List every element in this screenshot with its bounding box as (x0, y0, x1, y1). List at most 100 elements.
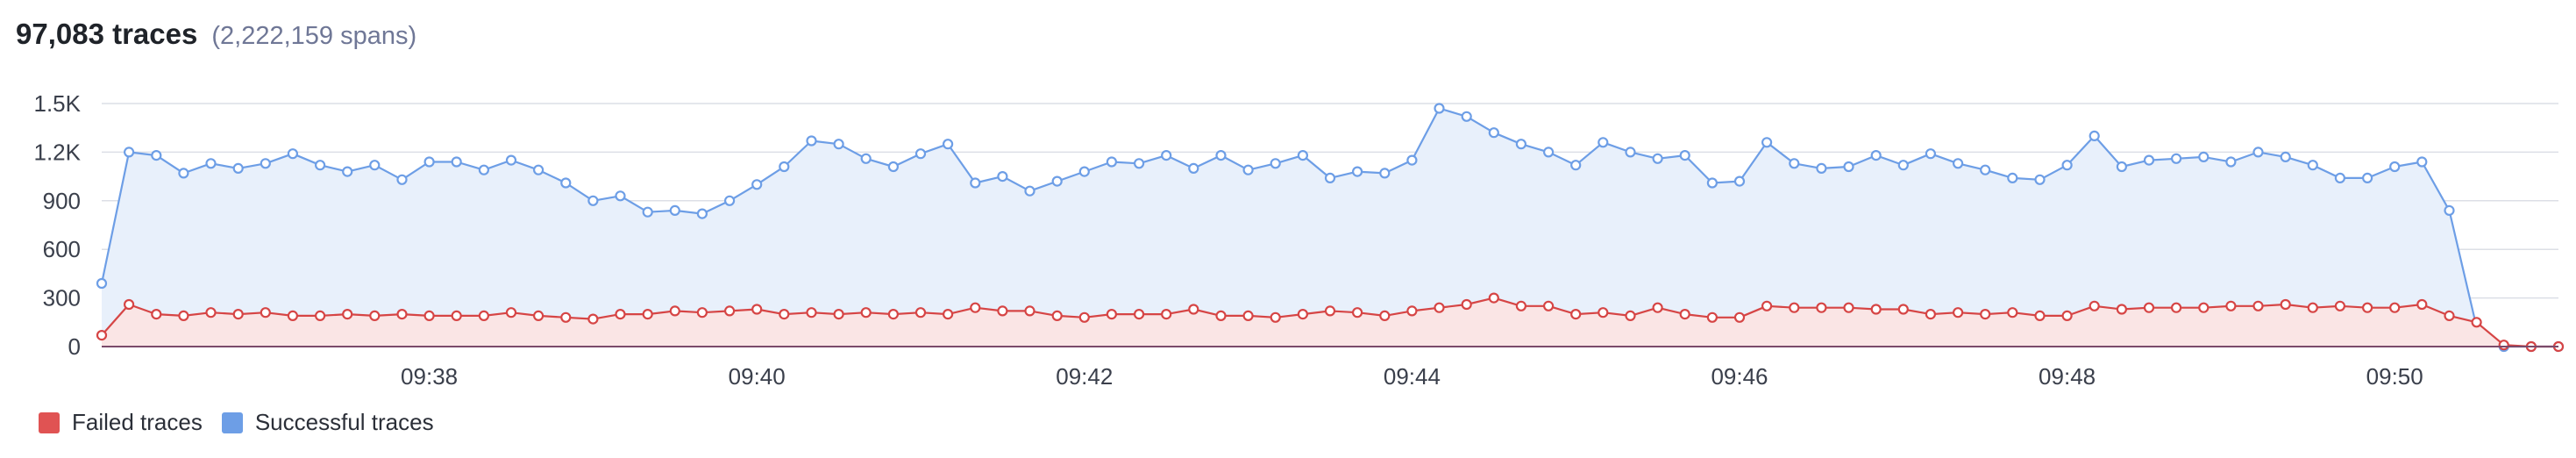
successful-traces-point (696, 208, 708, 219)
successful-traces-point (1434, 103, 1445, 114)
x-tick-label: 09:48 (2039, 363, 2096, 390)
successful-traces-point (1461, 111, 1472, 122)
legend-item-failed[interactable]: Failed traces (39, 409, 203, 436)
successful-traces-point (1242, 164, 1254, 175)
successful-traces-point (178, 168, 189, 179)
x-tick-label: 09:40 (729, 363, 786, 390)
successful-traces-point (1843, 161, 1854, 173)
failed-traces-point (1953, 307, 1964, 318)
failed-traces-point (205, 307, 217, 318)
successful-traces-point (1789, 158, 1800, 169)
successful-traces-point (942, 139, 954, 150)
failed-traces-point (1570, 309, 1582, 320)
successful-traces-point (1106, 156, 1118, 168)
successful-traces-point (260, 158, 271, 169)
failed-traces-point (1843, 302, 1854, 313)
x-axis-ticks: 09:38 09:40 09:42 09:44 09:46 09:48 09:50 (401, 363, 2423, 390)
successful-traces-point (860, 153, 872, 164)
successful-traces-point (1188, 162, 1199, 174)
successful-traces-point (451, 156, 462, 168)
failed-traces-point (505, 307, 517, 318)
successful-traces-point (1379, 168, 1391, 179)
successful-traces-point (1733, 175, 1746, 187)
failed-traces-point (1706, 311, 1719, 323)
trace-count-title: 97,083 traces (16, 18, 198, 50)
successful-traces-point (287, 148, 298, 160)
successful-traces-point (1816, 162, 1827, 174)
successful-traces-point (833, 139, 844, 150)
failed-traces-point (1270, 311, 1281, 323)
successful-traces-point (806, 135, 817, 147)
failed-traces-point (1379, 310, 1391, 321)
failed-traces-point (2416, 298, 2428, 311)
failed-traces-point (2116, 304, 2127, 315)
x-tick-label: 09:44 (1384, 363, 1441, 390)
successful-traces-point (1953, 158, 1964, 169)
successful-traces-point (1625, 147, 1636, 158)
failed-traces-point (2498, 340, 2509, 351)
successful-traces-point (396, 174, 408, 185)
failed-traces-point (396, 309, 408, 320)
span-count-subtitle: (2,222,159 spans) (211, 22, 417, 50)
failed-traces-point (615, 309, 626, 320)
failed-traces-point (451, 310, 462, 321)
failed-traces-point (1733, 311, 1746, 323)
failed-traces-point (2089, 300, 2100, 311)
successful-traces-point (2198, 151, 2210, 162)
x-tick-label: 09:50 (2366, 363, 2423, 390)
failed-traces-point (1161, 309, 1172, 320)
successful-traces-point (2280, 151, 2291, 162)
successful-traces-point (2171, 153, 2182, 164)
failed-traces-point (1816, 302, 1827, 313)
y-tick-label: 0 (68, 333, 81, 360)
failed-traces-point (1515, 300, 1527, 311)
failed-traces-point (1625, 310, 1636, 321)
successful-traces-point (751, 179, 763, 190)
failed-traces-point (997, 305, 1008, 317)
failed-traces-point (1925, 309, 1936, 320)
successful-traces-point (914, 148, 927, 160)
successful-traces-point (2116, 161, 2127, 173)
failed-traces-point (2143, 302, 2155, 313)
successful-traces-point (505, 154, 517, 166)
successful-traces-point (2034, 174, 2046, 185)
successful-traces-area (102, 108, 2558, 347)
successful-traces-point (2362, 172, 2373, 183)
successful-traces-point (560, 177, 572, 189)
failed-traces-point (1297, 309, 1309, 320)
failed-traces-point (587, 313, 599, 325)
successful-traces-point (2416, 156, 2428, 168)
successful-traces-point (423, 156, 435, 168)
successful-traces-point (2252, 147, 2264, 158)
successful-traces-point (2089, 130, 2100, 141)
legend-item-successful[interactable]: Successful traces (221, 409, 434, 436)
failed-traces-point (1242, 310, 1254, 321)
failed-traces-point (2252, 300, 2264, 311)
failed-traces-point (1434, 302, 1445, 313)
failed-traces-point (1133, 309, 1145, 320)
failed-traces-point (2307, 302, 2318, 313)
failed-traces-point (2225, 300, 2237, 311)
failed-traces-point (1351, 307, 1363, 318)
failed-traces-area (102, 297, 2558, 347)
failed-traces-point (96, 330, 108, 341)
failed-traces-series[interactable] (96, 292, 2565, 353)
failed-traces-point (2444, 310, 2455, 321)
y-axis-ticks: 0 300 600 900 1.2K 1.5K (34, 90, 82, 360)
failed-traces-point (423, 310, 435, 321)
failed-traces-point (1598, 307, 1609, 318)
successful-traces-point (997, 171, 1008, 182)
failed-traces-point (1051, 310, 1063, 321)
successful-swatch-icon (221, 411, 243, 433)
successful-traces-point (1925, 148, 1936, 160)
failed-traces-point (1897, 304, 1909, 315)
successful-traces-point (1406, 154, 1418, 166)
successful-traces-point (723, 195, 736, 206)
failed-traces-point (723, 305, 736, 317)
failed-traces-point (315, 310, 326, 321)
failed-traces-point (860, 307, 872, 318)
successful-traces-point (1133, 158, 1145, 169)
successful-traces-point (1515, 139, 1527, 150)
failed-traces-point (887, 309, 900, 320)
